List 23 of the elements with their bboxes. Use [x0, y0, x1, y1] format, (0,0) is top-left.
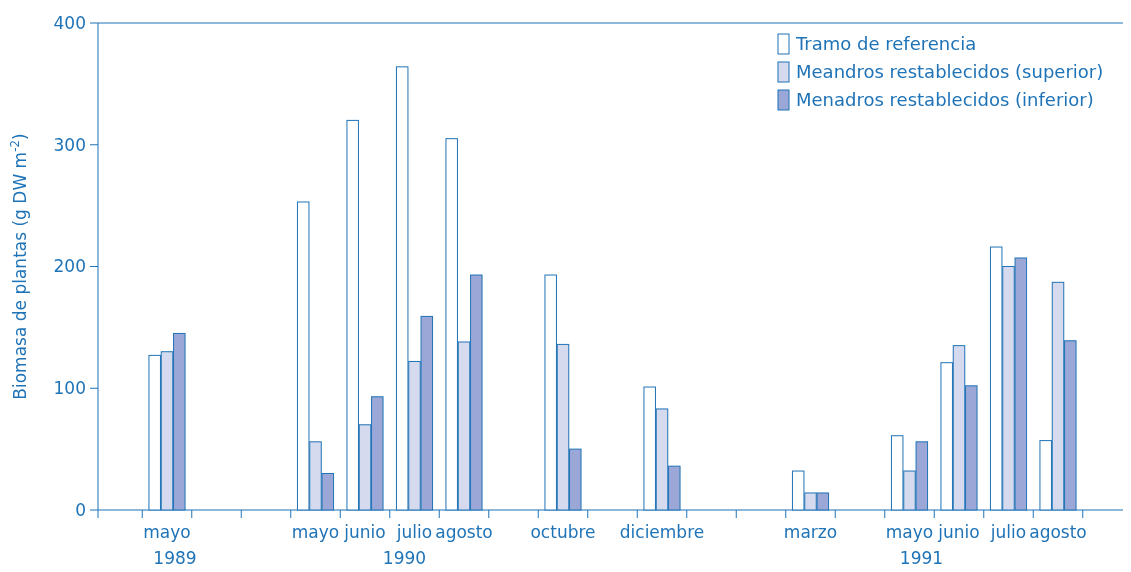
x-tick-label: agosto — [435, 522, 493, 542]
legend-label: Tramo de referencia — [795, 32, 977, 54]
y-tick-label: 0 — [75, 499, 86, 520]
y-tick-label: 100 — [53, 378, 86, 399]
x-tick-label: julio — [989, 522, 1027, 542]
text: 1989 — [153, 548, 197, 568]
x-tick-label: junio — [937, 522, 980, 542]
x-tick-label: diciembre — [619, 522, 705, 542]
x-tick-label: junio — [343, 522, 386, 542]
x-tick-label: octubre — [530, 522, 596, 542]
x-tick-label: mayo — [291, 522, 340, 542]
x-tick-label: mayo — [885, 522, 934, 542]
legend-label: Meandros restablecidos (superior) — [796, 60, 1104, 82]
x-tick-label: marzo — [783, 522, 838, 542]
x-tick-label: mayo — [143, 522, 191, 542]
x-tick-label: julio — [395, 522, 433, 542]
text: 1991 — [899, 548, 944, 568]
y-tick-label: 200 — [53, 256, 86, 277]
legend-label: Menadros restablecidos (inferior) — [796, 88, 1094, 110]
y-tick-label: 400 — [53, 12, 86, 33]
y-tick-label: 300 — [53, 134, 86, 155]
text: 1990 — [382, 548, 427, 568]
x-tick-label: agosto — [1029, 522, 1087, 542]
